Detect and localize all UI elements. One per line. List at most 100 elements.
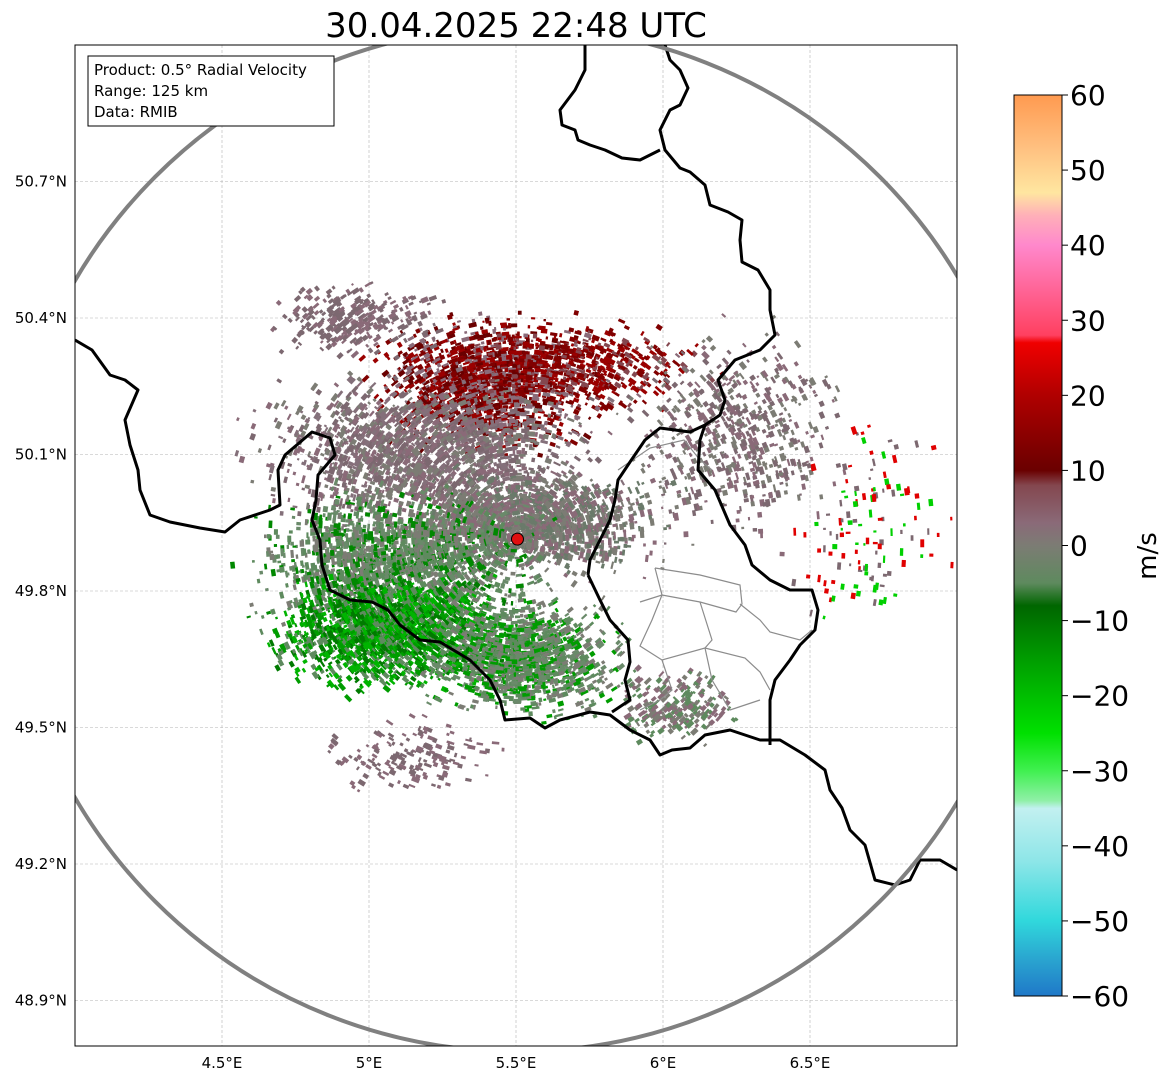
velocity-pixel xyxy=(452,322,456,327)
velocity-pixel xyxy=(549,346,554,351)
velocity-pixel xyxy=(527,371,532,375)
velocity-pixel xyxy=(517,442,521,447)
velocity-pixel xyxy=(526,403,533,409)
velocity-pixel xyxy=(297,511,302,517)
velocity-pixel xyxy=(372,357,379,364)
velocity-pixel xyxy=(508,322,511,326)
velocity-pixel xyxy=(500,407,507,413)
velocity-pixel xyxy=(471,318,476,324)
velocity-pixel xyxy=(510,430,514,435)
velocity-pixel xyxy=(453,391,457,395)
velocity-pixel xyxy=(518,389,525,395)
velocity-pixel xyxy=(521,500,525,503)
velocity-pixel xyxy=(519,413,526,416)
velocity-pixel xyxy=(607,537,612,546)
velocity-pixel xyxy=(520,481,526,486)
velocity-pixel xyxy=(446,381,455,389)
velocity-pixel xyxy=(524,382,528,387)
velocity-pixel xyxy=(525,374,533,381)
velocity-pixel xyxy=(509,468,512,472)
velocity-pixel xyxy=(550,411,557,416)
velocity-pixel xyxy=(587,416,592,421)
velocity-pixel xyxy=(428,353,434,359)
velocity-pixel xyxy=(424,363,432,370)
velocity-pixel xyxy=(513,357,518,361)
velocity-pixel xyxy=(412,333,417,339)
velocity-pixel xyxy=(512,449,516,454)
velocity-pixel xyxy=(551,337,559,344)
velocity-pixel xyxy=(446,314,453,320)
velocity-pixel xyxy=(350,509,354,513)
velocity-pixel xyxy=(507,382,512,388)
velocity-pixel xyxy=(415,328,421,334)
velocity-pixel xyxy=(576,432,581,437)
velocity-pixel xyxy=(390,379,399,387)
velocity-pixel xyxy=(607,549,612,557)
velocity-pixel xyxy=(503,393,510,399)
velocity-pixel xyxy=(433,370,440,376)
velocity-pixel xyxy=(526,415,530,420)
velocity-pixel xyxy=(623,531,627,538)
velocity-pixel xyxy=(404,368,413,376)
velocity-pixel xyxy=(507,422,512,427)
velocity-pixel xyxy=(414,385,420,391)
velocity-pixel xyxy=(538,338,542,343)
velocity-pixel xyxy=(521,407,525,412)
velocity-pixel xyxy=(515,369,519,373)
velocity-pixel xyxy=(575,405,582,411)
velocity-pixel xyxy=(507,411,515,415)
velocity-pixel xyxy=(508,373,513,378)
velocity-pixel xyxy=(538,325,546,331)
velocity-pixel xyxy=(511,457,515,462)
velocity-pixel xyxy=(487,340,491,345)
velocity-pixel xyxy=(528,387,533,391)
velocity-pixel xyxy=(418,351,427,357)
velocity-pixel xyxy=(450,354,459,360)
velocity-pixel xyxy=(563,438,569,443)
velocity-pixel xyxy=(399,329,404,334)
velocity-pixel xyxy=(478,311,483,317)
velocity-pixel xyxy=(477,386,484,390)
velocity-pixel xyxy=(449,340,455,346)
velocity-pixel xyxy=(553,349,558,354)
velocity-pixel xyxy=(418,389,424,395)
velocity-pixel xyxy=(417,363,424,371)
velocity-pixel xyxy=(554,377,559,383)
velocity-pixel xyxy=(409,369,415,375)
velocity-pixel xyxy=(464,346,468,351)
velocity-pixel xyxy=(423,368,428,373)
velocity-pixel xyxy=(528,396,533,401)
velocity-pixel xyxy=(512,470,518,475)
velocity-pixel xyxy=(426,366,432,372)
velocity-pixel xyxy=(503,399,508,402)
velocity-pixel xyxy=(480,341,485,345)
velocity-pixel xyxy=(617,537,623,542)
velocity-pixel xyxy=(455,410,461,416)
velocity-pixel xyxy=(516,450,522,455)
velocity-pixel xyxy=(543,318,547,322)
velocity-pixel xyxy=(533,407,539,414)
velocity-pixel xyxy=(534,388,542,394)
velocity-pixel xyxy=(513,426,518,430)
velocity-pixel xyxy=(423,352,431,359)
velocity-pixel xyxy=(634,520,638,524)
velocity-pixel xyxy=(521,438,526,444)
velocity-pixel xyxy=(397,350,403,356)
velocity-pixel xyxy=(520,485,524,491)
velocity-pixel xyxy=(496,333,503,339)
velocity-pixel xyxy=(436,367,441,374)
velocity-pixel xyxy=(398,367,405,373)
velocity-pixel xyxy=(521,370,524,374)
velocity-pixel xyxy=(509,361,514,364)
velocity-pixel xyxy=(531,317,536,320)
velocity-pixel xyxy=(535,342,539,347)
velocity-pixel xyxy=(483,346,487,352)
velocity-pixel xyxy=(474,371,478,375)
velocity-pixel xyxy=(518,469,522,472)
velocity-pixel xyxy=(555,413,562,418)
velocity-pixel xyxy=(544,350,547,354)
velocity-pixel xyxy=(521,450,525,455)
velocity-pixel xyxy=(425,386,431,392)
velocity-pixel xyxy=(531,397,540,402)
